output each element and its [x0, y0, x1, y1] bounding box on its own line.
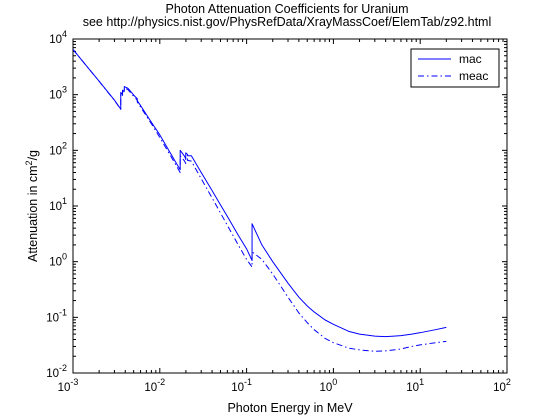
x-tick-label: 101 — [406, 377, 424, 394]
y-tick-label: 104 — [49, 29, 67, 46]
y-tick-label-exp: 1 — [62, 196, 67, 206]
y-tick-label-base: 10 — [49, 257, 62, 269]
y-tick-label: 10-1 — [46, 307, 67, 324]
plot-area — [72, 38, 508, 374]
y-tick-label-base: 10 — [49, 90, 62, 102]
x-tick-label-exp: -2 — [157, 377, 165, 387]
x-tick-label-exp: -1 — [244, 377, 252, 387]
legend-label-meac: meac — [459, 69, 488, 83]
x-tick-labels: 10-3 10-2 10-1 100 101 102 — [58, 377, 511, 394]
legend-box — [410, 48, 500, 88]
y-tick-label-base: 10 — [49, 201, 62, 213]
y-tick-label: 100 — [49, 252, 67, 269]
y-tick-label: 10-2 — [46, 363, 67, 380]
chart-title: Photon Attenuation Coefficients for Uran… — [166, 2, 409, 16]
x-tick-label-base: 10 — [144, 382, 157, 394]
x-tick-label-base: 10 — [319, 382, 332, 394]
series-line-meac — [73, 49, 447, 352]
x-tick-label: 102 — [493, 377, 511, 394]
y-tick-label-base: 10 — [49, 34, 62, 46]
x-tick-label-base: 10 — [493, 382, 506, 394]
y-tick-label: 103 — [49, 85, 67, 102]
x-tick-label-base: 10 — [58, 382, 71, 394]
y-tick-label-exp: -1 — [59, 307, 67, 317]
x-tick-label-exp: 1 — [419, 377, 424, 387]
y-axis-label-prefix: Attenuation in cm — [26, 165, 40, 262]
x-axis-label: Photon Energy in MeV — [227, 401, 353, 415]
y-axis-label: Attenuation in cm2/g — [24, 150, 40, 262]
major-ticks — [72, 38, 508, 374]
y-tick-label-exp: 4 — [62, 29, 67, 39]
y-tick-label-exp: 0 — [62, 252, 67, 262]
minor-ticks — [73, 39, 507, 373]
x-tick-label-exp: -3 — [70, 377, 78, 387]
y-tick-label: 101 — [49, 196, 67, 213]
y-tick-label-base: 10 — [46, 368, 59, 380]
x-tick-label: 10-1 — [231, 377, 252, 394]
series-layer — [73, 49, 447, 352]
y-tick-label-exp: 3 — [62, 85, 67, 95]
axes-box — [72, 38, 508, 374]
x-tick-label-exp: 2 — [506, 377, 511, 387]
y-tick-label-base: 10 — [46, 312, 59, 324]
y-axis-label-suffix: /g — [26, 150, 40, 160]
x-tick-label: 10-2 — [144, 377, 165, 394]
y-tick-label-base: 10 — [49, 145, 62, 157]
x-tick-label-base: 10 — [406, 382, 419, 394]
legend: mac meac — [410, 48, 500, 88]
y-axis-label-sup: 2 — [24, 160, 34, 165]
x-tick-label: 10-3 — [58, 377, 79, 394]
chart-subtitle: see http://physics.nist.gov/PhysRefData/… — [83, 15, 492, 29]
y-tick-label: 102 — [49, 140, 67, 157]
y-tick-label-exp: 2 — [62, 140, 67, 150]
x-tick-label-exp: 0 — [332, 377, 337, 387]
y-tick-label-exp: -2 — [59, 363, 67, 373]
legend-label-mac: mac — [459, 52, 482, 66]
x-tick-label: 100 — [319, 377, 337, 394]
x-tick-label-base: 10 — [231, 382, 244, 394]
